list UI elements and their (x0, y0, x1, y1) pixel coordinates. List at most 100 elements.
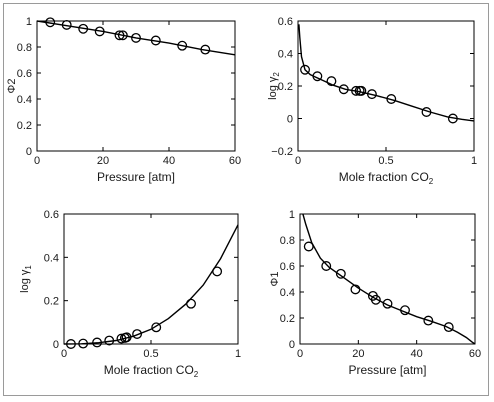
fit-curve-line (36, 20, 236, 56)
y-tick-label: 0.4 (278, 49, 293, 61)
y-tick-label: 0.6 (278, 16, 293, 28)
y-axis-label: Φ2 (6, 79, 18, 94)
data-point-marker (45, 17, 56, 28)
data-point-marker (92, 337, 103, 348)
label-main: Pressure [atm] (97, 170, 175, 184)
plot-area-border (36, 20, 236, 152)
data-point-marker (303, 241, 314, 252)
data-point-marker (335, 268, 346, 279)
y-tick-label: 0 (53, 339, 59, 351)
x-tick-label: 0 (297, 348, 303, 360)
data-point-marker (66, 339, 76, 349)
data-point-marker (382, 298, 393, 309)
y-tick-label: 0.8 (17, 42, 32, 54)
data-point-marker (326, 76, 337, 87)
chart-panel-top-left: 0 20 40 60 0 0.2 0.4 0.6 0.8 1 Pressure [atm] Φ2 (6, 16, 241, 184)
fit-curve-line (302, 213, 476, 345)
data-point-marker (94, 26, 105, 37)
x-tick-label: 40 (163, 155, 175, 167)
data-point-marker (386, 94, 397, 104)
data-point-marker (321, 261, 332, 271)
data-point-marker (212, 266, 223, 277)
y-tick-label: 0.6 (44, 209, 59, 221)
data-point-marker (132, 329, 143, 339)
data-point-marker (104, 335, 115, 346)
data-point-marker (447, 113, 458, 124)
plot-area-border (63, 213, 239, 345)
y-tick-label: 0 (287, 114, 293, 126)
y-tick-label: 0.8 (280, 235, 295, 247)
data-point-marker (312, 71, 323, 82)
data-point-marker (338, 84, 349, 95)
x-axis-label: Pressure [atm] (348, 363, 426, 377)
data-point-marker (78, 338, 89, 349)
label-main: log γ (267, 76, 279, 100)
data-point-marker (177, 40, 188, 51)
y-tick-label: 0 (289, 339, 295, 351)
data-point-marker (131, 32, 141, 43)
x-tick-label: 60 (469, 348, 481, 360)
x-tick-label: 1 (235, 348, 241, 360)
y-tick-label: 0.4 (280, 287, 295, 299)
x-tick-label: 40 (411, 348, 423, 360)
fit-curve-line (63, 224, 239, 345)
x-tick-label: 0.5 (378, 155, 393, 167)
y-tick-label: 0.2 (280, 313, 295, 325)
data-point-marker (114, 30, 125, 41)
x-tick-label: 0 (295, 155, 301, 167)
data-point-marker (186, 298, 196, 309)
data-point-marker (356, 85, 367, 96)
data-point-marker (78, 23, 89, 34)
data-point-marker (151, 322, 162, 333)
data-point-marker (300, 64, 310, 75)
x-tick-label: 0 (34, 155, 40, 167)
figure-frame: 0 20 40 60 0 0.2 0.4 0.6 0.8 1 Pressure [atm] Φ2 0 0.… (3, 3, 489, 396)
data-point-marker (350, 284, 361, 295)
x-tick-label: 0.5 (143, 348, 158, 360)
x-axis-label: Mole fraction CO2 (104, 363, 199, 379)
chart-panel-bottom-right: 0 20 40 60 0 0.2 0.4 0.6 0.8 1 Pressure [atm] Φ1 (269, 209, 481, 377)
x-tick-label: 1 (471, 155, 477, 167)
x-tick-label: 60 (229, 155, 241, 167)
data-point-marker (421, 107, 432, 117)
label-subscript: 1 (24, 265, 33, 270)
data-point-marker (366, 89, 377, 100)
y-tick-label: 0 (26, 146, 32, 158)
label-main: Φ1 (269, 272, 281, 287)
data-point-marker (400, 305, 410, 316)
x-tick-label: 0 (61, 348, 67, 360)
y-tick-label: −0.2 (271, 146, 293, 158)
label-main: Φ2 (6, 79, 18, 94)
plot-area-border (299, 213, 476, 345)
y-tick-label: 0.4 (17, 94, 32, 106)
y-tick-label: 0.6 (280, 261, 295, 273)
data-point-marker (351, 85, 362, 96)
data-point-marker (116, 333, 127, 344)
x-axis-label: Pressure [atm] (97, 170, 175, 184)
label-main: Pressure [atm] (348, 363, 426, 377)
fit-curve-line (298, 24, 475, 122)
label-main: log γ (19, 269, 31, 293)
data-point-marker (443, 322, 454, 333)
y-axis-label: Φ1 (269, 272, 281, 287)
y-axis-label: log γ2 (267, 72, 281, 100)
data-point-marker (200, 44, 211, 55)
x-tick-label: 20 (97, 155, 109, 167)
data-point-marker (61, 19, 72, 30)
x-axis-label: Mole fraction CO2 (339, 170, 434, 186)
y-axis-label: log γ1 (19, 265, 33, 293)
plot-area-border (297, 20, 475, 152)
label-main: Mole fraction CO (104, 363, 194, 377)
x-tick-label: 20 (352, 348, 364, 360)
y-tick-label: 0.6 (17, 68, 32, 80)
y-tick-label: 0.2 (44, 296, 59, 308)
y-tick-label: 1 (26, 16, 32, 28)
data-point-marker (370, 294, 381, 305)
y-tick-label: 0.2 (278, 81, 293, 93)
data-point-marker (121, 332, 132, 343)
y-tick-label: 0.4 (44, 252, 59, 264)
label-subscript: 2 (429, 177, 434, 186)
